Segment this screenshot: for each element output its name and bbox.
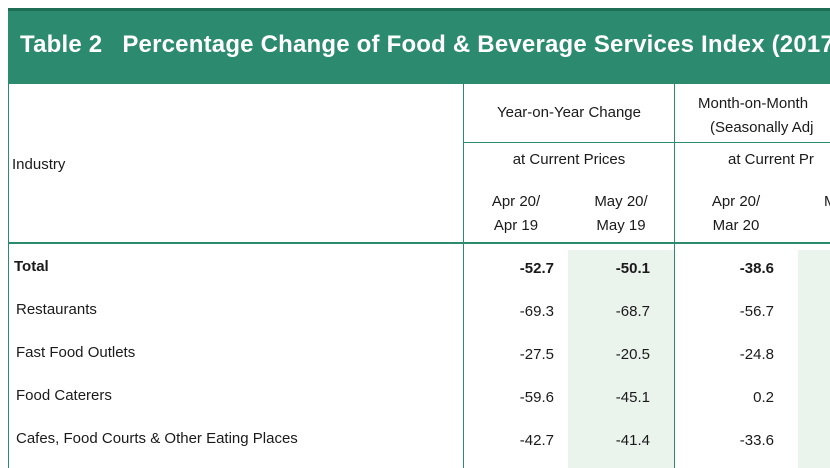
header-mom-col-apr-line1: Apr 20/ [711, 193, 761, 210]
table-container: Table 2 Percentage Change of Food & Bever… [8, 8, 830, 468]
header-mom-subtitle: at Current Pr [728, 151, 814, 168]
row-fast-food-industry: Fast Food Outlets [16, 344, 136, 361]
row-total-yoy-may: -50.1 [615, 260, 650, 277]
vertical-rule-mom [674, 84, 675, 468]
row-fast-food-yoy-apr: -27.5 [519, 346, 554, 363]
header-mom-title: Month-on-Month (Seasonally Adj [698, 92, 813, 140]
row-cafes-yoy-may: -41.4 [615, 432, 650, 449]
header-divider-title [463, 142, 830, 143]
table-title: Table 2 Percentage Change of Food & Bever… [20, 31, 830, 59]
table-title-text: Percentage Change of Food & Beverage Ser… [122, 31, 830, 58]
row-restaurants-yoy-may: -68.7 [615, 303, 650, 320]
header-yoy-col-apr-line1: Apr 20/ [491, 193, 541, 210]
header-mom-title-line2: (Seasonally Adj [710, 119, 814, 136]
row-total-yoy-apr: -52.7 [519, 260, 554, 277]
header-mom-title-line1: Month-on-Month [698, 95, 809, 112]
row-cafes-yoy-apr: -42.7 [519, 432, 554, 449]
vertical-rule-yoy [463, 84, 464, 468]
shaded-column-mom-second [798, 250, 830, 468]
row-food-caterers-yoy-apr: -59.6 [519, 389, 554, 406]
header-yoy-col-may: May 20/ May 19 [568, 190, 674, 238]
row-restaurants-yoy-apr: -69.3 [519, 303, 554, 320]
row-cafes-industry: Cafes, Food Courts & Other Eating Places [16, 430, 298, 447]
table-number: Table 2 [20, 31, 103, 58]
header-yoy-subtitle: at Current Prices [512, 151, 626, 168]
row-fast-food-yoy-may: -20.5 [615, 346, 650, 363]
vertical-rule-left [8, 84, 9, 468]
header-bottom-rule [8, 242, 830, 244]
header-yoy-col-apr: Apr 20/ Apr 19 [464, 190, 568, 238]
header-mom-col-second: M [824, 193, 830, 210]
row-fast-food-mom-apr: -24.8 [739, 346, 774, 363]
header-yoy-col-apr-line2: Apr 19 [493, 217, 539, 234]
row-restaurants-mom-apr: -56.7 [739, 303, 774, 320]
row-food-caterers-industry: Food Caterers [16, 387, 112, 404]
header-yoy-title: Year-on-Year Change [496, 104, 641, 121]
row-restaurants-industry: Restaurants [16, 301, 97, 318]
row-cafes-mom-apr: -33.6 [739, 432, 774, 449]
shaded-column-yoy-may [568, 250, 674, 468]
header-mom-col-apr: Apr 20/ Mar 20 [688, 190, 784, 238]
row-food-caterers-yoy-may: -45.1 [615, 389, 650, 406]
header-mom-col-apr-line2: Mar 20 [712, 217, 760, 234]
table-title-bar: Table 2 Percentage Change of Food & Bever… [8, 8, 830, 84]
header-yoy-col-may-line1: May 20/ [594, 193, 648, 210]
row-total-industry: Total [14, 258, 49, 275]
header-industry: Industry [12, 156, 66, 173]
row-total-mom-apr: -38.6 [739, 260, 774, 277]
row-food-caterers-mom-apr: 0.2 [753, 389, 774, 406]
header-yoy-col-may-line2: May 19 [596, 217, 646, 234]
